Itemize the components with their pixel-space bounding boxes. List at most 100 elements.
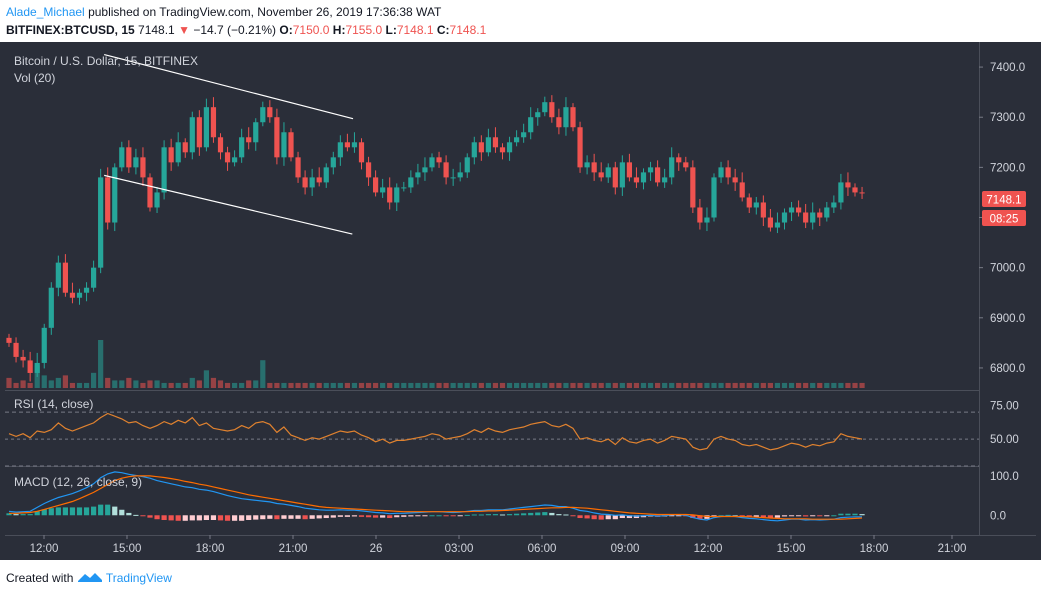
macd-histogram-bar <box>337 515 343 517</box>
macd-histogram-bar <box>528 512 534 516</box>
candle-body <box>746 197 752 208</box>
macd-histogram-bar <box>788 515 795 517</box>
candle-body <box>443 162 449 178</box>
open-value: 7150.0 <box>292 23 330 37</box>
volume-bar <box>457 382 463 388</box>
high-label: H: <box>332 23 346 37</box>
macd-histogram-bar <box>309 515 315 519</box>
macd-tick-label: 100.0 <box>990 471 1019 483</box>
macd-histogram-bar <box>55 507 61 516</box>
volume-bar <box>408 382 414 388</box>
time-tick-label: 03:00 <box>445 543 474 555</box>
candle-body <box>41 327 47 363</box>
macd-histogram-bar <box>112 506 118 516</box>
candle-body <box>239 137 245 158</box>
volume-bar <box>570 382 576 388</box>
channel-lower-line[interactable] <box>104 174 353 235</box>
candle-body <box>457 172 463 178</box>
macd-histogram-bar <box>6 513 12 516</box>
macd-histogram-bar <box>718 515 724 517</box>
channel-upper-line[interactable] <box>104 53 354 120</box>
macd-histogram-bar <box>577 515 583 519</box>
volume-bar <box>105 377 111 388</box>
macd-histogram-bar <box>443 515 449 517</box>
tradingview-brand[interactable]: TradingView <box>105 571 172 585</box>
candle-body <box>337 142 343 158</box>
chart-area[interactable]: 7400.07300.07200.07100.07000.06900.06800… <box>0 42 1041 560</box>
candle-body <box>91 267 97 288</box>
volume-bar <box>732 382 738 388</box>
macd-histogram-bar <box>239 515 245 521</box>
volume-bar <box>20 380 26 388</box>
candle-body <box>217 137 224 153</box>
macd-histogram-bar <box>210 515 217 520</box>
candle-body <box>98 177 104 268</box>
volume-bar <box>810 382 816 388</box>
candle-body <box>161 147 167 193</box>
macd-histogram-bar <box>217 515 224 521</box>
macd-histogram-bar <box>591 515 597 520</box>
macd-histogram-bar <box>767 515 773 518</box>
candle-body <box>358 142 365 163</box>
candle-body <box>351 142 358 148</box>
symbol-label: BITFINEX:BTCUSD, 15 <box>6 23 135 37</box>
candle-body <box>514 137 520 143</box>
open-label: O: <box>279 23 293 37</box>
volume-bar <box>711 382 717 388</box>
volume-bar <box>309 382 315 388</box>
macd-histogram-bar <box>810 515 816 517</box>
volume-bar <box>803 382 809 388</box>
macd-histogram-bar <box>803 515 809 517</box>
macd-histogram-bar <box>224 515 231 521</box>
volume-bar <box>796 382 802 388</box>
candle-body <box>760 202 766 218</box>
macd-histogram-bar <box>542 512 548 516</box>
symbol-bar: BITFINEX:BTCUSD, 15 7148.1 ▼ −14.7 (−0.2… <box>6 23 486 37</box>
volume-bar <box>337 382 343 388</box>
macd-histogram-bar <box>669 515 675 517</box>
last-price-badge <box>982 191 1026 207</box>
volume-bar <box>521 382 527 388</box>
price-tick-label: 7400.0 <box>990 62 1025 74</box>
candle-body <box>690 167 696 208</box>
candle-body <box>485 137 491 153</box>
volume-bar <box>514 382 520 388</box>
time-tick-label: 06:00 <box>528 543 557 555</box>
macd-pane[interactable]: 100.0 0.0 <box>6 471 1019 522</box>
macd-histogram-bar <box>774 515 781 518</box>
candle-body <box>499 147 506 153</box>
candle-body <box>704 217 710 223</box>
candle-body <box>598 172 604 178</box>
volume-bar <box>528 382 534 388</box>
channel-lines[interactable] <box>104 53 354 235</box>
macd-histogram-bar <box>140 515 146 517</box>
time-axis[interactable]: 12:00 15:00 18:00 21:00 26 03:00 06:00 09:00 12:… <box>30 535 967 555</box>
time-tick-label: 21:00 <box>938 543 967 555</box>
volume-bar <box>380 382 386 388</box>
rsi-pane[interactable]: 75.00 50.00 <box>5 400 1019 467</box>
volume-bar <box>281 382 287 388</box>
candle-body <box>147 177 153 208</box>
author-link[interactable]: Alade_Michael <box>6 5 85 19</box>
candle-body <box>669 157 675 178</box>
time-tick-label: 26 <box>370 543 383 555</box>
volume-bar <box>535 382 541 388</box>
macd-histogram-bar <box>168 515 174 521</box>
chart-svg[interactable]: 7400.07300.07200.07100.07000.06900.06800… <box>0 42 1041 560</box>
volume-bar <box>852 382 858 388</box>
macd-histogram-bar <box>76 507 83 516</box>
macd-histogram-bar <box>175 515 181 521</box>
candle-body <box>450 177 456 179</box>
candle-body <box>48 287 54 328</box>
macd-histogram-bar <box>91 506 97 516</box>
macd-histogram-bar <box>725 514 731 516</box>
macd-histogram-bar <box>295 515 301 519</box>
macd-histogram-bar <box>260 515 266 520</box>
candle-body <box>584 162 590 168</box>
candle-body <box>831 202 837 208</box>
candle-body <box>34 362 40 373</box>
macd-histogram-bar <box>161 515 167 520</box>
macd-histogram-bar <box>365 515 372 518</box>
time-tick-label: 12:00 <box>30 543 59 555</box>
volume-bar <box>154 380 160 388</box>
